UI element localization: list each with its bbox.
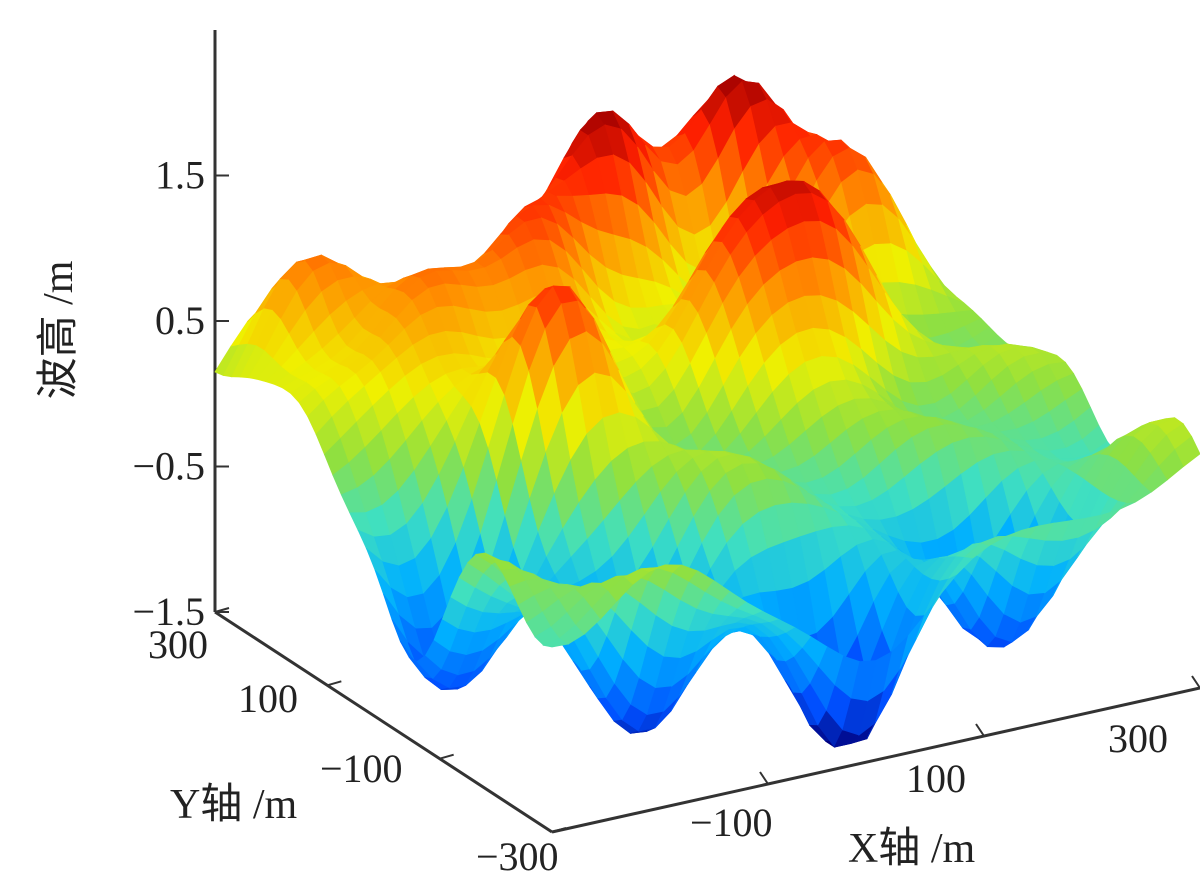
y-tick-label: −300 (476, 834, 559, 879)
y-tick-mark (214, 607, 230, 613)
wave-surface (214, 74, 1200, 748)
x-axis-label: X轴 /m (848, 826, 976, 872)
y-tick-label: 100 (238, 676, 298, 721)
z-axis-label: 波高 /m (36, 260, 82, 399)
x-tick-label: −100 (690, 800, 773, 845)
z-tick-label: −0.5 (132, 444, 205, 489)
y-tick-label: 300 (148, 622, 208, 667)
x-tick-mark (975, 723, 985, 737)
y-tick-mark (551, 827, 567, 833)
z-tick-label: −1.5 (132, 589, 205, 634)
x-axis-line (551, 686, 1200, 834)
z-tick-label: 0.5 (155, 298, 205, 343)
y-axis-label: Y轴 /m (170, 782, 298, 828)
y-ticks: 300 100 −100 −300 (148, 607, 567, 879)
z-tick-label: 1.5 (155, 153, 205, 198)
x-tick-label: 100 (906, 756, 966, 801)
x-tick-mark (759, 771, 769, 785)
y-axis-line (214, 610, 553, 834)
y-tick-mark (327, 680, 342, 687)
surface-patch (1174, 435, 1200, 467)
y-tick-label: −100 (320, 746, 403, 791)
x-ticks: −100 100 300 (690, 675, 1200, 845)
x-tick-label: 300 (1108, 716, 1168, 761)
y-tick-mark (439, 753, 454, 760)
x-tick-mark (1191, 675, 1200, 689)
z-ticks: 1.5 0.5 −0.5 −1.5 (132, 153, 229, 634)
